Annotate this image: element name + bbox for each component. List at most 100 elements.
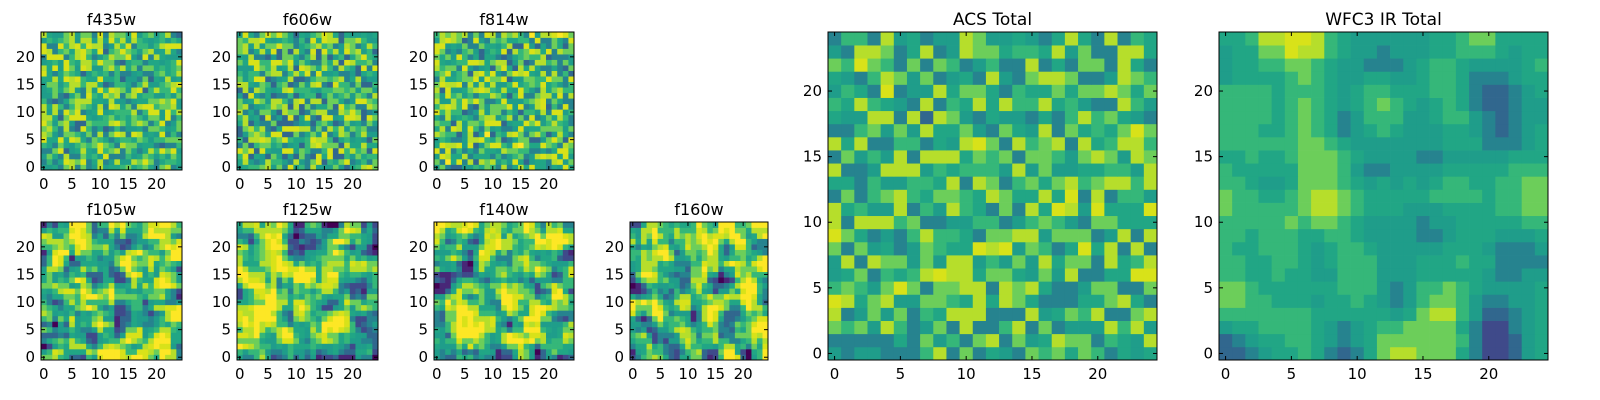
heatmap-cell <box>136 321 143 328</box>
heatmap-cell <box>512 98 519 105</box>
heatmap-cell <box>114 59 121 66</box>
heatmap-cell <box>652 244 658 250</box>
heatmap-cell <box>270 332 277 339</box>
heatmap-cell <box>495 354 502 361</box>
heatmap-cell <box>237 76 243 83</box>
heatmap-cell <box>114 54 121 60</box>
heatmap-cell <box>176 114 183 121</box>
heatmap-cell <box>906 202 921 217</box>
heatmap-cell <box>1143 176 1158 190</box>
heatmap-cell <box>663 255 669 261</box>
heatmap-cell <box>478 81 485 88</box>
heatmap-cell <box>237 147 243 154</box>
heatmap-cell <box>86 310 93 317</box>
heatmap-cell <box>462 332 468 339</box>
heatmap-cell <box>349 158 356 165</box>
heatmap-cell <box>86 255 93 261</box>
heatmap-cell <box>518 288 524 295</box>
heatmap-cell <box>663 321 669 328</box>
heatmap-cell <box>321 266 328 273</box>
heatmap-cell <box>540 222 547 228</box>
heatmap-cell <box>540 70 547 77</box>
heatmap-cell <box>265 288 272 295</box>
heatmap-cell <box>568 37 575 44</box>
heatmap-cell <box>74 282 81 289</box>
heatmap-cell <box>74 120 81 127</box>
heatmap-cell <box>641 266 647 273</box>
heatmap-cell <box>546 136 552 143</box>
heatmap-cell <box>529 326 536 333</box>
heatmap-cell <box>1078 228 1092 243</box>
heatmap-cell <box>131 70 138 77</box>
heatmap-cell <box>119 131 126 138</box>
heatmap-cell <box>690 244 697 250</box>
heatmap-cell <box>270 326 277 333</box>
heatmap-cell <box>540 131 547 138</box>
heatmap-cell <box>74 109 81 116</box>
axes-frame <box>629 221 769 361</box>
heatmap-cell <box>276 354 283 361</box>
heatmap-cell <box>125 98 132 105</box>
heatmap-cell <box>52 271 59 278</box>
heatmap-cell <box>91 249 98 256</box>
heatmap-cell <box>495 70 502 77</box>
heatmap-cell <box>523 147 530 154</box>
heatmap-cell <box>253 315 260 322</box>
heatmap-cell <box>529 92 536 99</box>
heatmap-cell <box>276 98 283 105</box>
heatmap-cell <box>270 147 277 154</box>
heatmap-cell <box>148 120 155 127</box>
heatmap-cell <box>242 114 249 121</box>
heatmap-cell <box>361 125 368 132</box>
heatmap-cell <box>663 266 669 273</box>
heatmap-cell <box>57 244 64 250</box>
heatmap-cell <box>327 81 334 88</box>
heatmap-cell <box>270 98 277 105</box>
heatmap-cell <box>119 348 126 355</box>
heatmap-cell <box>97 125 104 132</box>
heatmap-cell <box>696 337 703 344</box>
heatmap-cell <box>74 227 81 234</box>
heatmap-cell <box>265 304 272 311</box>
heatmap-cell <box>86 142 93 149</box>
heatmap-cell <box>506 98 513 105</box>
heatmap-cell <box>176 76 183 83</box>
heatmap-cell <box>685 227 692 234</box>
heatmap-cell <box>696 293 703 300</box>
heatmap-cell <box>473 32 480 38</box>
heatmap-cell <box>153 131 160 138</box>
heatmap-cell <box>366 109 373 116</box>
heatmap-cell <box>506 65 513 71</box>
heatmap-cell <box>372 293 379 300</box>
heatmap-cell <box>91 233 98 239</box>
heatmap-cell <box>170 271 177 278</box>
heatmap-cell <box>114 114 121 121</box>
heatmap-cell <box>696 277 703 284</box>
heatmap-cell <box>635 266 642 273</box>
heatmap-cell <box>349 120 356 127</box>
heatmap-cell <box>1078 281 1092 295</box>
heatmap-cell <box>551 103 558 110</box>
heatmap-cell <box>450 32 457 38</box>
heatmap-cell <box>920 294 934 308</box>
heatmap-cell <box>712 277 719 284</box>
heatmap-cell <box>729 348 736 355</box>
heatmap-cell <box>445 81 452 88</box>
heatmap-cell <box>562 32 569 38</box>
heatmap-cell <box>361 255 368 261</box>
heatmap-cell <box>740 288 747 295</box>
heatmap-cell <box>450 114 457 121</box>
heatmap-cell <box>495 125 502 132</box>
heatmap-cell <box>125 153 132 160</box>
heatmap-cell <box>299 310 306 317</box>
heatmap-cell <box>253 76 260 83</box>
heatmap-cell <box>52 81 59 88</box>
heatmap-cell <box>751 222 758 228</box>
heatmap-cell <box>103 37 110 44</box>
heatmap-cell <box>97 70 104 77</box>
heatmap-cell <box>108 54 115 60</box>
heatmap-cell <box>114 310 121 317</box>
heatmap-cell <box>52 114 59 121</box>
panel-title: f105w <box>87 200 136 219</box>
heatmap-cell <box>518 249 524 256</box>
